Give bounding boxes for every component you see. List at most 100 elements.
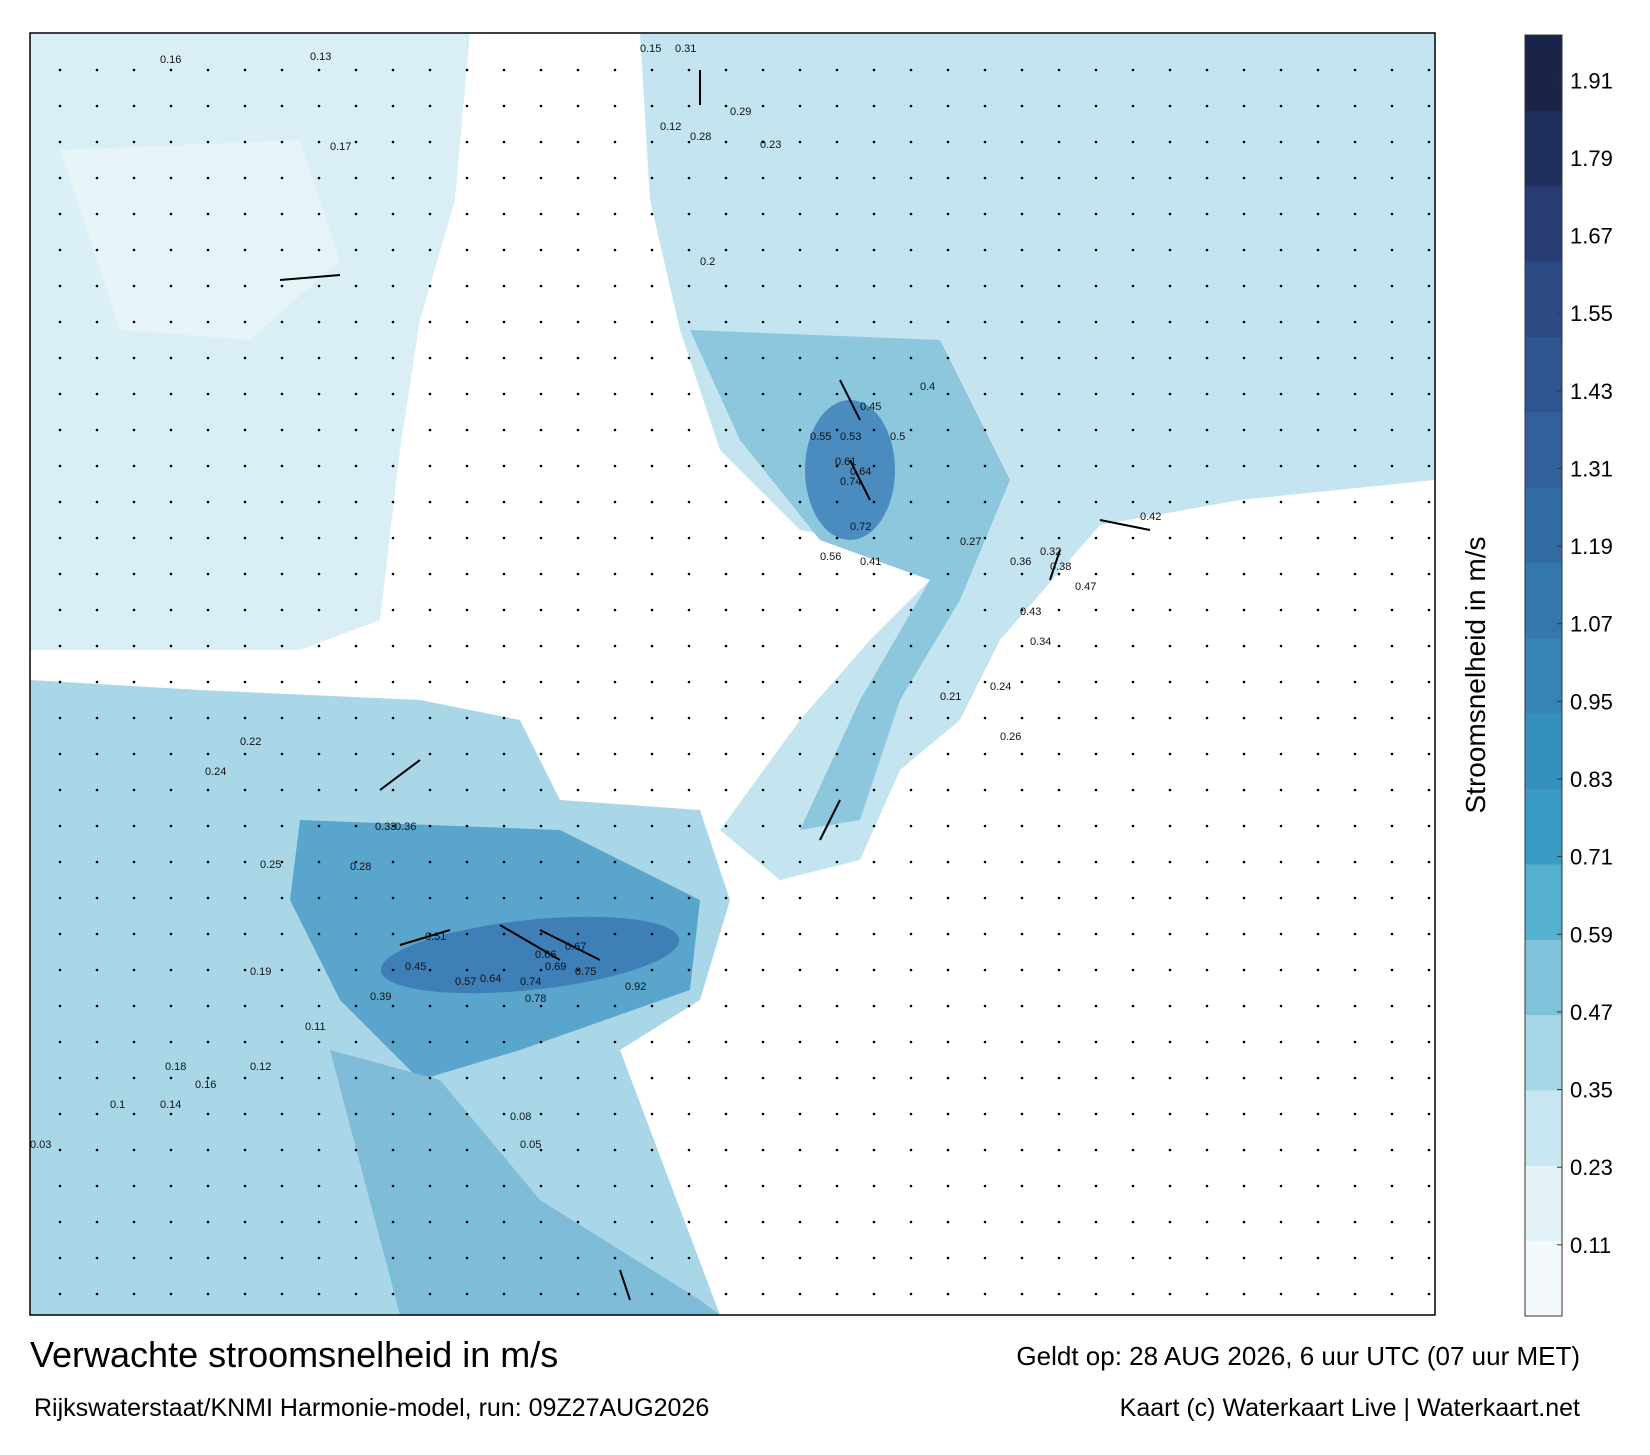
speed-label: 0.22 (240, 736, 261, 748)
speed-label: 0.47 (1075, 581, 1096, 593)
vector-dot (872, 1292, 876, 1296)
colorbar-band (1525, 487, 1562, 563)
vector-dot (650, 572, 654, 576)
vector-dot (650, 1076, 654, 1080)
vector-dot (58, 500, 62, 504)
vector-dot (354, 1148, 358, 1152)
vector-dot (835, 104, 839, 108)
vector-dot (206, 932, 210, 936)
vector-dot (1353, 824, 1357, 828)
vector-dot (1057, 824, 1061, 828)
vector-dot (428, 572, 432, 576)
vector-dot (1205, 320, 1209, 324)
vector-dot (243, 1292, 247, 1296)
vector-dot (946, 1292, 950, 1296)
vector-dot (650, 1292, 654, 1296)
vector-dot (58, 752, 62, 756)
colorbar-band (1525, 1014, 1562, 1091)
vector-dot (465, 1040, 469, 1044)
vector-dot (1205, 716, 1209, 720)
vector-dot (1279, 716, 1283, 720)
vector-dot (1057, 212, 1061, 216)
vector-dot (317, 932, 321, 936)
vector-dot (946, 176, 950, 180)
vector-dot (1316, 860, 1320, 864)
vector-dot (428, 356, 432, 360)
vector-dot (391, 1184, 395, 1188)
vector-dot (502, 572, 506, 576)
vector-dot (724, 788, 728, 792)
vector-dot (1353, 608, 1357, 612)
vector-dot (206, 1256, 210, 1260)
vector-dot (983, 932, 987, 936)
vector-dot (1057, 1292, 1061, 1296)
vector-dot (243, 320, 247, 324)
vector-dot (132, 824, 136, 828)
vector-dot (1427, 356, 1431, 360)
vector-dot (909, 284, 913, 288)
vector-dot (687, 752, 691, 756)
vector-dot (1279, 860, 1283, 864)
speed-label: 0.14 (160, 1099, 181, 1111)
vector-dot (465, 1148, 469, 1152)
vector-dot (1057, 896, 1061, 900)
vector-dot (613, 788, 617, 792)
vector-dot (317, 788, 321, 792)
vector-dot (1279, 500, 1283, 504)
vector-dot (1094, 968, 1098, 972)
vector-dot (58, 1040, 62, 1044)
vector-dot (317, 752, 321, 756)
vector-dot (1205, 1256, 1209, 1260)
vector-dot (465, 392, 469, 396)
vector-dot (280, 500, 284, 504)
vector-dot (946, 644, 950, 648)
vector-dot (169, 968, 173, 972)
vector-dot (428, 644, 432, 648)
vector-dot (1168, 608, 1172, 612)
vector-dot (539, 608, 543, 612)
vector-dot (1390, 176, 1394, 180)
vector-dot (95, 68, 99, 72)
vector-dot (724, 644, 728, 648)
vector-dot (798, 428, 802, 432)
vector-dot (1390, 788, 1394, 792)
vector-dot (1020, 716, 1024, 720)
vector-dot (280, 104, 284, 108)
vector-dot (1131, 392, 1135, 396)
speed-label: 0.4 (920, 381, 935, 393)
vector-dot (465, 464, 469, 468)
vector-dot (1131, 1040, 1135, 1044)
vector-dot (1353, 680, 1357, 684)
vector-dot (1205, 464, 1209, 468)
vector-dot (428, 968, 432, 972)
vector-dot (58, 104, 62, 108)
vector-dot (650, 176, 654, 180)
vector-dot (169, 1292, 173, 1296)
vector-dot (798, 1004, 802, 1008)
vector-dot (1131, 500, 1135, 504)
vector-dot (58, 176, 62, 180)
vector-dot (798, 932, 802, 936)
vector-dot (243, 1076, 247, 1080)
vector-dot (872, 536, 876, 540)
vector-dot (317, 824, 321, 828)
vector-dot (1353, 788, 1357, 792)
vector-dot (465, 1220, 469, 1224)
vector-dot (58, 1220, 62, 1224)
vector-dot (169, 1220, 173, 1224)
vector-dot (909, 104, 913, 108)
vector-dot (1168, 1004, 1172, 1008)
vector-dot (539, 644, 543, 648)
vector-dot (761, 1040, 765, 1044)
vector-dot (1390, 536, 1394, 540)
vector-dot (613, 500, 617, 504)
vector-dot (539, 500, 543, 504)
vector-dot (1242, 428, 1246, 432)
vector-dot (1168, 1076, 1172, 1080)
vector-dot (761, 1184, 765, 1188)
vector-dot (428, 1076, 432, 1080)
vector-dot (761, 1004, 765, 1008)
vector-dot (243, 68, 247, 72)
vector-dot (983, 1292, 987, 1296)
vector-dot (613, 284, 617, 288)
